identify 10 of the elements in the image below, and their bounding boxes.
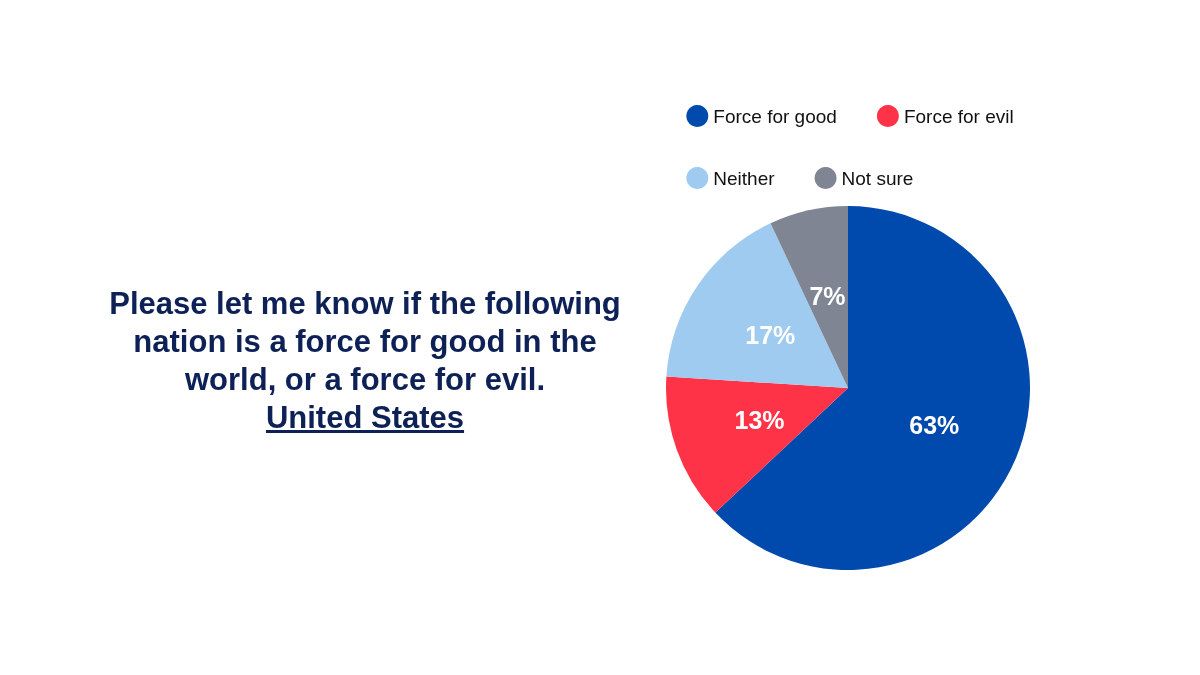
- legend-label: Not sure: [841, 167, 914, 189]
- legend-label: Neither: [713, 167, 776, 189]
- legend-label: Force for good: [713, 105, 837, 127]
- data-label: 63%: [909, 411, 960, 440]
- data-label: 17%: [745, 321, 796, 350]
- data-label: 13%: [734, 405, 785, 434]
- text: United States: [264, 399, 466, 437]
- data-label: 7%: [809, 282, 846, 311]
- legend-label: Force for evil: [903, 105, 1014, 127]
- text: Please let me know if the following nation is a force for good in the world, or a force for evil.: [108, 285, 622, 399]
